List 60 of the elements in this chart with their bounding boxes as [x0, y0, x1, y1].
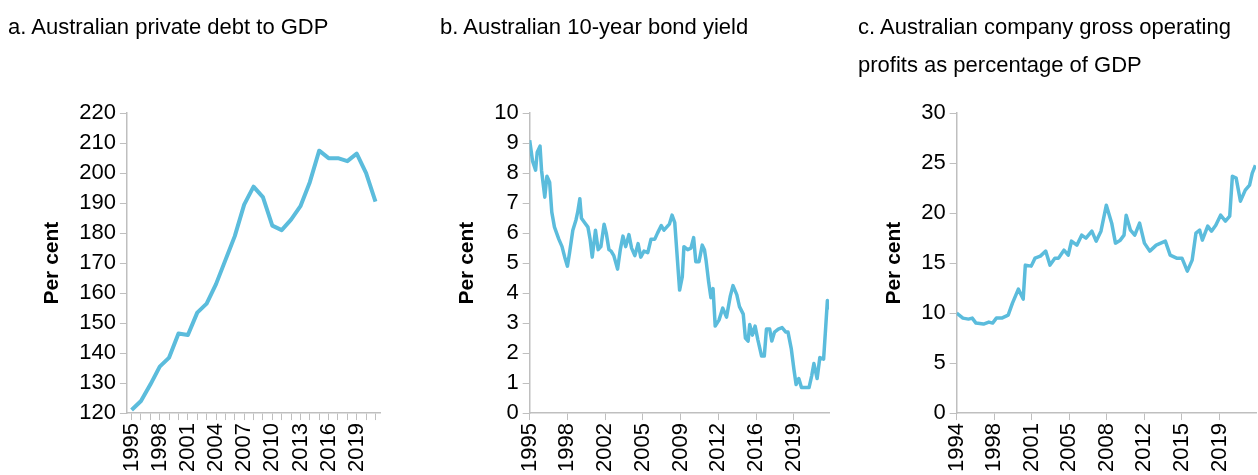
y-tick-label: 5 [933, 349, 946, 375]
y-tick-label: 150 [79, 309, 116, 335]
y-axis-title: Per cent [454, 221, 478, 305]
y-tick-label: 1 [506, 369, 519, 395]
y-tick-label: 3 [506, 309, 519, 335]
y-tick-label: 5 [506, 249, 519, 275]
y-tick-label: 15 [921, 249, 946, 275]
y-tick-label: 9 [506, 129, 519, 155]
x-tick-label: 1998 [553, 423, 579, 473]
x-tick-label: 2002 [591, 423, 617, 473]
y-tick-label: 140 [79, 339, 116, 365]
y-axis-title: Per cent [39, 221, 63, 305]
y-tick-label: 160 [79, 279, 116, 305]
x-tick-label: 2001 [173, 423, 199, 473]
y-tick-label: 8 [506, 159, 519, 185]
y-tick-label: 170 [79, 249, 116, 275]
y-tick-label: 7 [506, 189, 519, 215]
x-tick-label: 1994 [942, 423, 968, 473]
x-tick-label: 2012 [704, 423, 730, 473]
x-tick-label: 2013 [286, 423, 312, 473]
x-tick-label: 2019 [780, 423, 806, 473]
x-tick-label: 2015 [1168, 423, 1194, 473]
y-tick-label: 25 [921, 149, 946, 175]
x-tick-label: 2016 [314, 423, 340, 473]
x-tick-label: 1998 [980, 423, 1006, 473]
x-tick-label: 2016 [742, 423, 768, 473]
x-tick-label: 2005 [1055, 423, 1081, 473]
x-tick-label: 2007 [230, 423, 256, 473]
chart-title: a. Australian private debt to GDP [8, 13, 330, 41]
y-tick-label: 120 [79, 399, 116, 425]
y-tick-label: 10 [494, 99, 519, 125]
y-tick-label: 210 [79, 129, 116, 155]
x-tick-label: 2019 [1205, 423, 1231, 473]
x-tick-label: 2012 [1130, 423, 1156, 473]
y-tick-label: 4 [506, 279, 519, 305]
y-tick-label: 30 [921, 99, 946, 125]
y-tick-label: 6 [506, 219, 519, 245]
y-tick-label: 220 [79, 99, 116, 125]
chart-title: b. Australian 10-year bond yield [440, 13, 750, 41]
x-tick-label: 2010 [258, 423, 284, 473]
y-axis-title: Per cent [881, 221, 905, 305]
x-tick-label: 2005 [628, 423, 654, 473]
y-tick-label: 180 [79, 219, 116, 245]
x-tick-label: 1998 [145, 423, 171, 473]
y-tick-label: 20 [921, 199, 946, 225]
x-tick-label: 2008 [1092, 423, 1118, 473]
chart-title: c. Australian company gross operating profits as percentage of GDP [858, 13, 1232, 79]
y-tick-label: 130 [79, 369, 116, 395]
x-tick-label: 2004 [202, 423, 228, 473]
x-tick-label: 2009 [666, 423, 692, 473]
y-tick-label: 200 [79, 159, 116, 185]
x-tick-label: 2001 [1017, 423, 1043, 473]
y-tick-label: 0 [506, 399, 519, 425]
y-tick-label: 0 [933, 399, 946, 425]
y-tick-label: 190 [79, 189, 116, 215]
x-tick-label: 1995 [515, 423, 541, 473]
x-tick-label: 1995 [117, 423, 143, 473]
y-tick-label: 10 [921, 299, 946, 325]
x-tick-label: 2019 [342, 423, 368, 473]
y-tick-label: 2 [506, 339, 519, 365]
